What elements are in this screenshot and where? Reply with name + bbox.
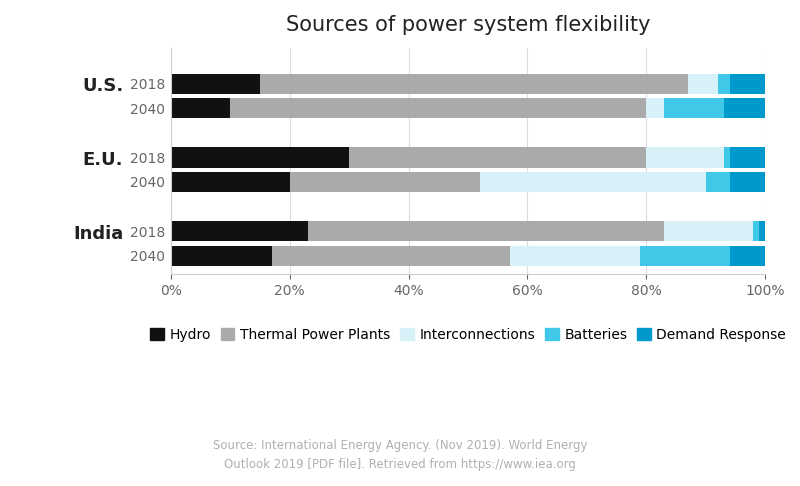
Bar <box>171 221 307 242</box>
Bar <box>718 74 730 94</box>
Bar <box>706 172 730 192</box>
Title: Sources of power system flexibility: Sources of power system flexibility <box>286 15 650 35</box>
Bar <box>230 98 646 118</box>
Bar <box>171 246 272 266</box>
Bar <box>664 98 724 118</box>
Bar <box>171 147 349 168</box>
Bar <box>759 221 766 242</box>
Bar <box>730 147 766 168</box>
Bar <box>724 147 730 168</box>
Bar <box>730 74 766 94</box>
Text: Source: International Energy Agency. (Nov 2019). World Energy
Outlook 2019 [PDF : Source: International Energy Agency. (No… <box>213 439 587 471</box>
Bar <box>171 74 260 94</box>
Bar <box>171 172 290 192</box>
Bar <box>730 246 766 266</box>
Bar <box>730 172 766 192</box>
Text: U.S.: U.S. <box>82 77 123 95</box>
Bar <box>272 246 510 266</box>
Bar <box>646 147 724 168</box>
Bar <box>290 172 480 192</box>
Legend: Hydro, Thermal Power Plants, Interconnections, Batteries, Demand Response: Hydro, Thermal Power Plants, Interconnec… <box>144 322 792 347</box>
Bar <box>307 221 664 242</box>
Bar <box>664 221 754 242</box>
Bar <box>171 98 230 118</box>
Bar <box>724 98 766 118</box>
Bar <box>260 74 688 94</box>
Bar <box>646 98 664 118</box>
Bar <box>349 147 646 168</box>
Bar <box>688 74 718 94</box>
Text: E.U.: E.U. <box>82 151 123 169</box>
Bar <box>480 172 706 192</box>
Bar <box>641 246 730 266</box>
Bar <box>510 246 641 266</box>
Bar <box>754 221 759 242</box>
Text: India: India <box>73 225 123 243</box>
